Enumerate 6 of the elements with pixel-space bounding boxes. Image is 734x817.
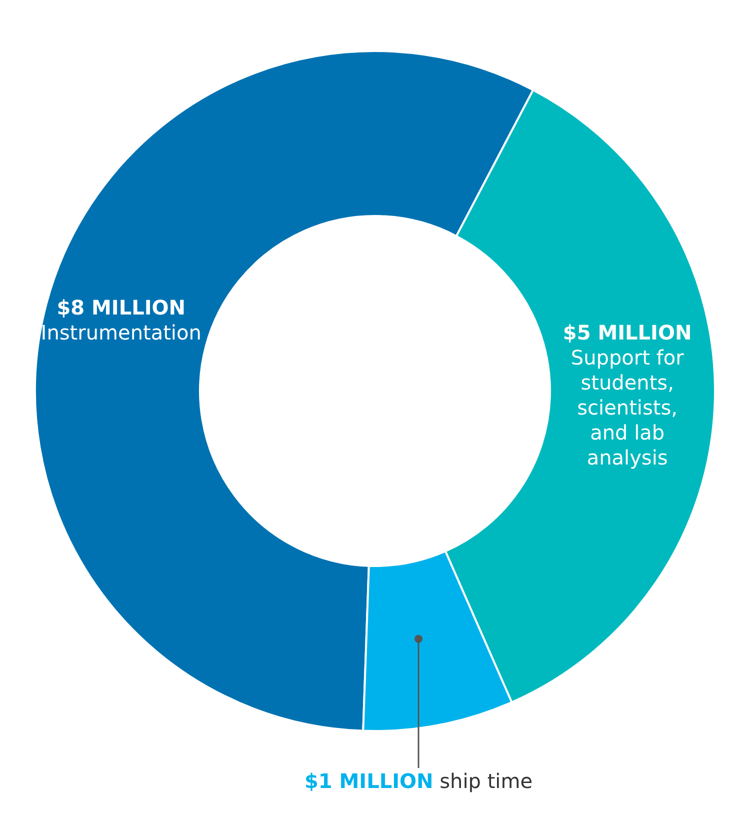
slice-label: Instrumentation (40, 320, 202, 344)
data-label: $5 MILLION (562, 320, 692, 344)
data-label: $1 MILLION (304, 769, 434, 793)
data-label: $8 MILLION (56, 295, 186, 320)
slice-label: ship time (433, 769, 533, 793)
slice-label: Support for students, scientists, and lab analysis (570, 345, 685, 470)
